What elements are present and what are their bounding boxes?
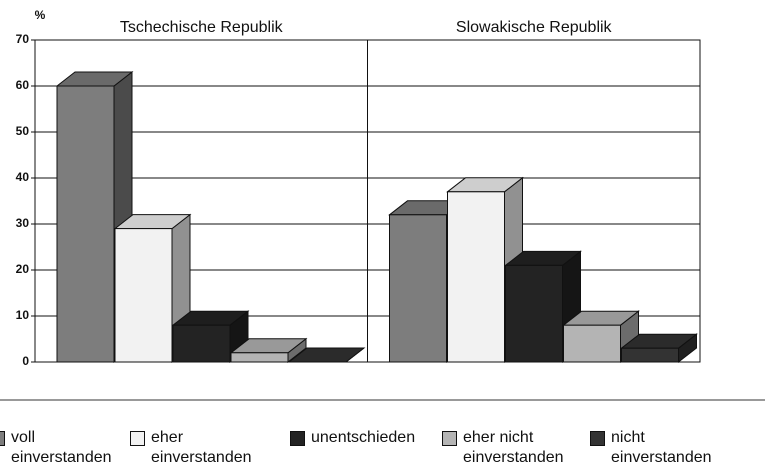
bar-front <box>56 85 115 363</box>
y-tick-label: 60 <box>16 78 30 92</box>
bar <box>229 337 308 364</box>
legend-label: eher nicht einverstanden <box>463 429 564 466</box>
bar-front <box>563 324 621 363</box>
legend: voll einverstanden eher einverstanden unen… <box>0 428 765 475</box>
bar <box>171 310 250 364</box>
group-title: Slowakische Republik <box>456 19 613 36</box>
bar-top <box>287 347 366 363</box>
legend-swatch <box>0 431 5 446</box>
legend-item: unentschieden <box>290 428 436 448</box>
chart: % 0 10 20 30 40 50 60 70 Tschechische Republik Sl… <box>0 8 765 401</box>
y-tick-label: 40 <box>16 170 30 184</box>
bar <box>55 70 134 364</box>
legend-label: unentschieden <box>311 429 416 446</box>
legend-swatch <box>442 431 457 446</box>
bar <box>620 333 698 364</box>
bar-front <box>621 347 679 363</box>
y-tick-label: 30 <box>16 216 30 230</box>
group-title: Tschechische Republik <box>120 19 284 36</box>
y-axis-label: % <box>35 8 46 22</box>
y-tick-label: 10 <box>16 308 30 322</box>
legend-item: eher nicht einverstanden <box>442 428 588 468</box>
bar-front <box>114 228 173 363</box>
bar-front <box>447 191 505 363</box>
legend-item: voll einverstanden <box>0 428 136 468</box>
y-tick-label: 20 <box>16 262 30 276</box>
legend-swatch <box>290 431 305 446</box>
y-tick-label: 0 <box>22 354 29 368</box>
legend-label: eher einverstanden <box>151 429 252 466</box>
bar <box>287 347 366 363</box>
y-tick-label: 70 <box>16 32 30 46</box>
legend-swatch <box>130 431 145 446</box>
bar-front <box>389 214 447 363</box>
legend-label: voll einverstanden <box>11 429 112 466</box>
legend-swatch <box>590 431 605 446</box>
legend-label: nicht einverstanden <box>611 429 712 466</box>
legend-item: nicht einverstanden <box>590 428 736 468</box>
legend-item: eher einverstanden <box>130 428 276 468</box>
bar-front <box>230 352 289 363</box>
y-tick-label: 50 <box>16 124 30 138</box>
bar-front <box>172 324 231 363</box>
bar-front <box>505 264 563 363</box>
